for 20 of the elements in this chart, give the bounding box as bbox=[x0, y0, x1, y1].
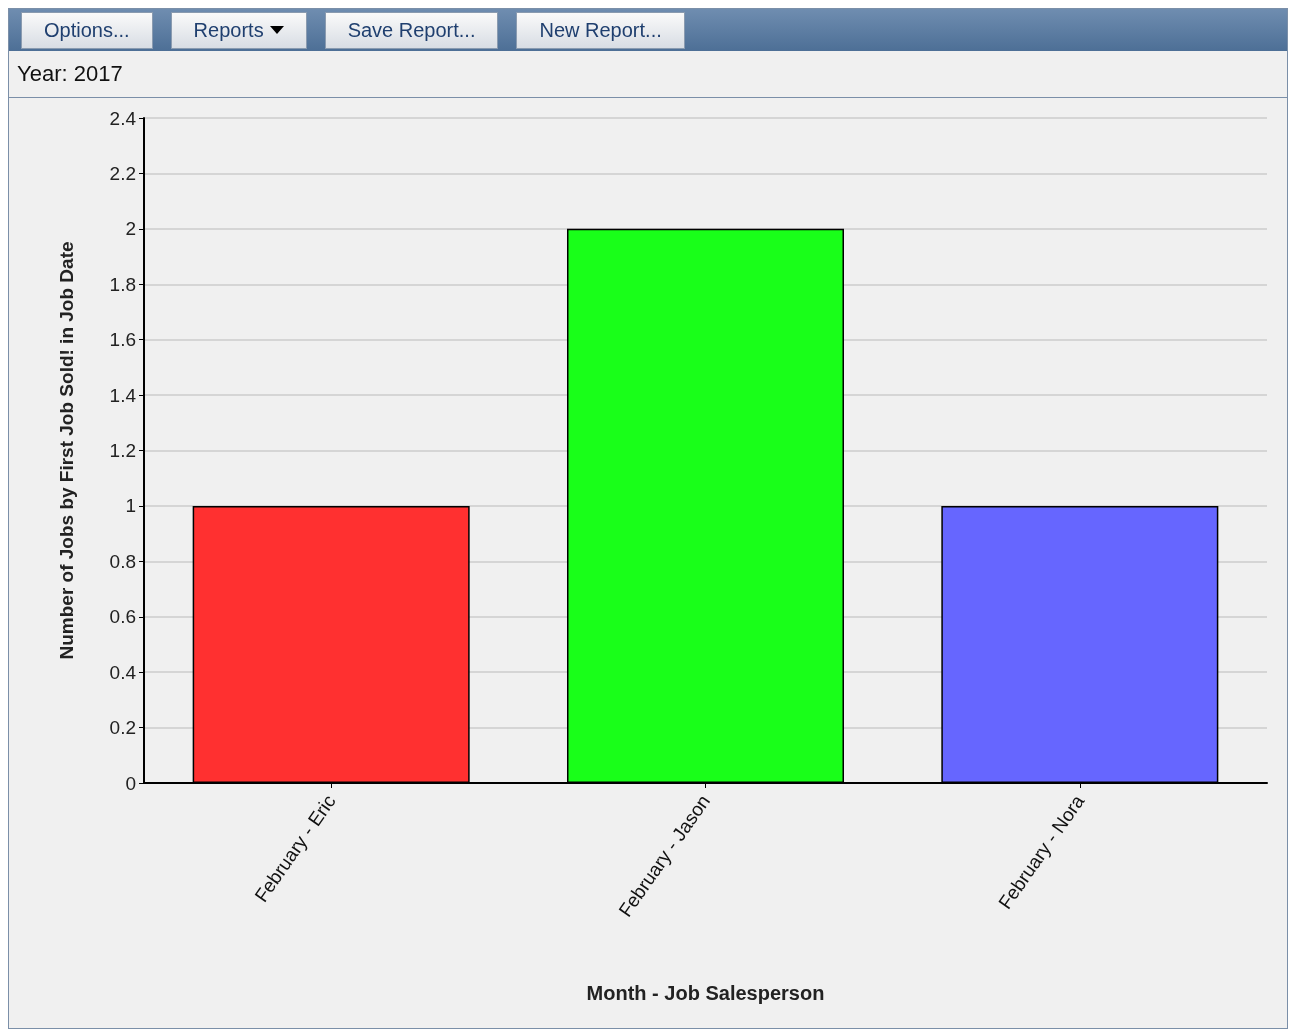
y-tick-label: 1.8 bbox=[109, 273, 136, 295]
text: Reports bbox=[193, 18, 264, 42]
chart-subtitle: Year: 2017 bbox=[9, 51, 1287, 98]
y-tick-label: 1.2 bbox=[109, 440, 136, 461]
y-tick-label: 1.4 bbox=[109, 384, 137, 406]
y-tick-label: 2.4 bbox=[109, 107, 137, 129]
x-axis-title: Month - Job Salesperson bbox=[586, 982, 825, 1004]
text: Options... bbox=[44, 18, 130, 42]
y-tick-label: 1 bbox=[125, 495, 136, 517]
y-tick-label: 0 bbox=[125, 772, 136, 794]
y-axis-title: Number of Jobs by First Job Sold! in Job Date bbox=[56, 241, 77, 660]
y-tick-label: 1.6 bbox=[109, 329, 136, 351]
text: Save Report... bbox=[347, 18, 476, 42]
y-tick-label: 0.2 bbox=[109, 717, 136, 739]
y-tick-label: 2 bbox=[125, 218, 136, 240]
text: New Report... bbox=[539, 18, 662, 42]
y-tick-label: 0.8 bbox=[109, 550, 136, 572]
y-tick-label: 2.2 bbox=[109, 162, 136, 184]
y-tick-label: 0.6 bbox=[109, 606, 136, 628]
y-tick-label: 0.4 bbox=[109, 661, 137, 683]
